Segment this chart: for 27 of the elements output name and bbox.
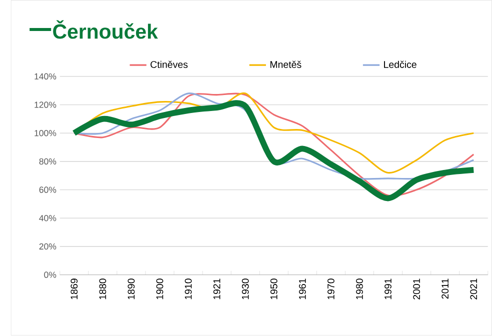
y-tick-label: 100% [34, 130, 56, 136]
x-tick-label: 1869 [70, 278, 78, 300]
x-tick-label: 1910 [184, 278, 192, 300]
x-tick-label: 1950 [270, 278, 278, 300]
legend-label: Černouček [53, 20, 158, 39]
x-tick-label: 1890 [128, 278, 135, 300]
x-tick-label: 1900 [156, 278, 164, 300]
x-tick-label: 1961 [298, 278, 306, 300]
x-tick-label: 1991 [384, 278, 392, 300]
x-tick-label: 2011 [442, 278, 449, 299]
y-tick-label: 0% [44, 272, 56, 278]
y-tick-label: 140% [34, 74, 56, 80]
y-tick-label: 40% [39, 215, 56, 222]
legend-label: Mnetěš [270, 61, 302, 68]
y-tick-label: 80% [39, 158, 56, 165]
x-tick-label: 1980 [356, 278, 363, 300]
legend-label: Ctiněves [150, 61, 188, 68]
legend-label: Ledčice [384, 61, 416, 68]
x-tick-label: 2021 [470, 278, 478, 300]
y-tick-label: 20% [39, 244, 56, 250]
y-tick-label: 60% [39, 186, 56, 194]
x-tick-label: 1970 [328, 278, 334, 300]
y-tick-label: 120% [34, 102, 56, 108]
x-tick-label: 1880 [99, 278, 106, 300]
x-tick-label: 2001 [413, 278, 420, 300]
x-tick-label: 1930 [242, 278, 249, 300]
x-tick-label: 1921 [213, 278, 220, 300]
